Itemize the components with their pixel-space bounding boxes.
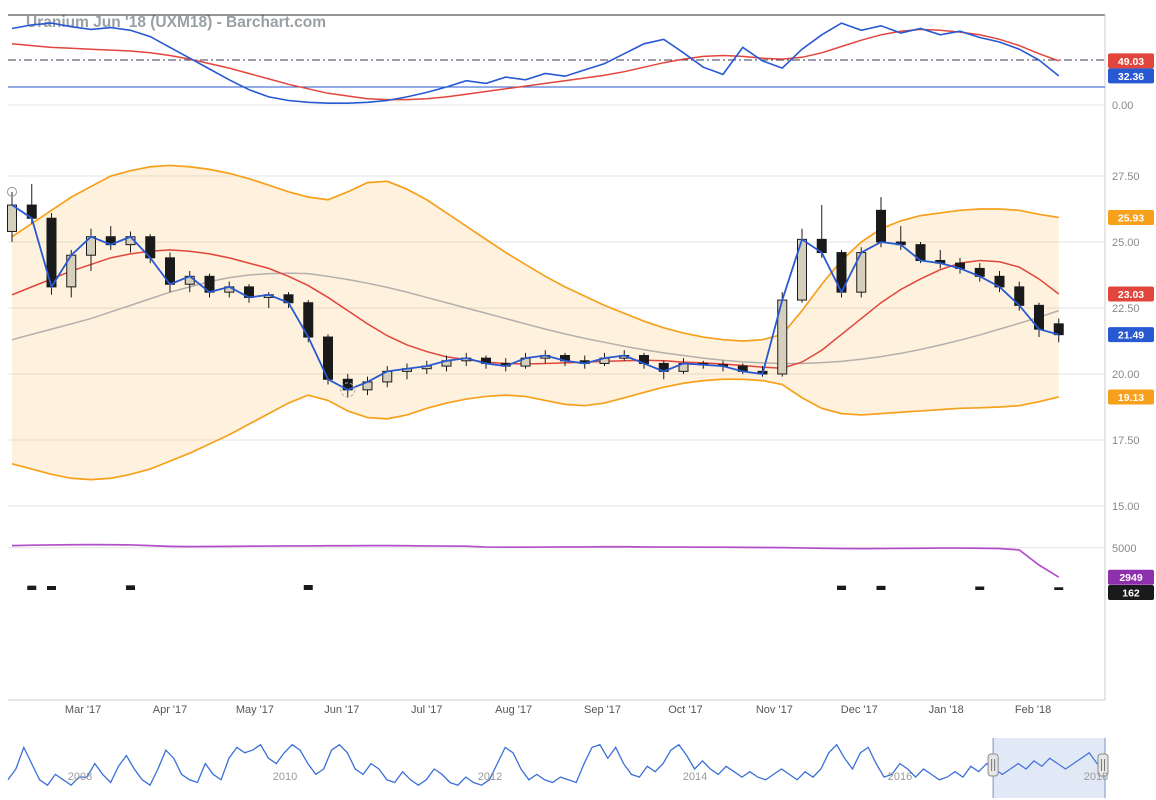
axis-badge-label: 21.49 bbox=[1118, 330, 1144, 342]
navigator-year-label: 2016 bbox=[888, 771, 912, 783]
navigator-right-handle[interactable] bbox=[1097, 753, 1109, 777]
volume-bar bbox=[837, 585, 846, 590]
axis-badge bbox=[1108, 569, 1154, 585]
x-axis-label: Jan '18 bbox=[929, 704, 964, 716]
navigator-year-label: 2008 bbox=[68, 771, 92, 783]
handle-grip[interactable] bbox=[987, 753, 999, 777]
y-axis-label: 5000 bbox=[1112, 543, 1136, 555]
x-axis-label: Dec '17 bbox=[841, 704, 878, 716]
axis-badge-label: 2949 bbox=[1119, 572, 1143, 584]
candlestick bbox=[323, 334, 333, 385]
x-axis-label: May '17 bbox=[236, 704, 274, 716]
y-axis-label: 17.50 bbox=[1112, 435, 1140, 447]
chart-title: Uranium Jun '18 (UXM18) - Barchart.com bbox=[26, 14, 326, 31]
volume-bar bbox=[27, 585, 37, 590]
candlestick bbox=[876, 197, 886, 248]
x-axis-label: Aug '17 bbox=[495, 704, 532, 716]
axis-badge bbox=[1108, 286, 1154, 302]
volume-bar bbox=[1054, 587, 1064, 590]
y-axis-label: 0.00 bbox=[1112, 100, 1133, 112]
bollinger-band-fill bbox=[12, 165, 1059, 480]
axis-badge-label: 25.93 bbox=[1118, 212, 1144, 224]
x-axis-label: Sep '17 bbox=[584, 704, 621, 716]
y-axis-label: 15.00 bbox=[1112, 501, 1140, 513]
axis-badge-label: 32.36 bbox=[1118, 71, 1144, 83]
axis-badge-label: 49.03 bbox=[1118, 56, 1144, 68]
x-axis-label: Mar '17 bbox=[65, 704, 101, 716]
handle-grip[interactable] bbox=[1097, 753, 1109, 777]
x-axis-label: Nov '17 bbox=[756, 704, 793, 716]
volume-bar bbox=[303, 585, 313, 590]
navigator-year-label: 2014 bbox=[683, 771, 707, 783]
axis-badge bbox=[1108, 209, 1154, 225]
navigator[interactable]: 2008 2010 2012 2014 2016 2018 bbox=[7, 738, 1109, 798]
volume-bar bbox=[975, 586, 985, 590]
price-panel[interactable] bbox=[7, 164, 1064, 481]
indicator-fast-line bbox=[11, 22, 1060, 104]
y-axis-label: 25.00 bbox=[1112, 237, 1140, 249]
candle-body bbox=[876, 209, 886, 243]
grid-layer bbox=[8, 14, 1106, 701]
navigator-year-label: 2012 bbox=[478, 771, 502, 783]
x-axis-label: Jul '17 bbox=[411, 704, 442, 716]
open-interest-line bbox=[11, 543, 1060, 578]
y-axis-label: 27.50 bbox=[1112, 171, 1140, 183]
navigator-selection[interactable] bbox=[993, 738, 1105, 798]
x-axis-label: Jun '17 bbox=[324, 704, 359, 716]
ma-red-line bbox=[11, 249, 1060, 369]
y-axis-label: 20.00 bbox=[1112, 369, 1140, 381]
axis-badge bbox=[1108, 389, 1154, 405]
axis-badge bbox=[1108, 327, 1154, 343]
low-marker-circle bbox=[340, 382, 356, 398]
right-axis: 27.50 25.00 22.50 20.00 17.50 15.00 0.00 5000 49… bbox=[1108, 53, 1154, 600]
candlestick bbox=[856, 247, 867, 298]
bollinger-lower-line bbox=[11, 378, 1059, 481]
candle-body bbox=[7, 204, 17, 232]
axis-badge-label: 19.13 bbox=[1118, 392, 1144, 404]
y-axis-label: 22.50 bbox=[1112, 303, 1140, 315]
ma-gray-line bbox=[11, 272, 1059, 365]
axis-badge bbox=[1108, 68, 1154, 84]
axis-badge bbox=[1108, 53, 1154, 69]
axis-badge-label: 23.03 bbox=[1118, 289, 1144, 301]
volume-bar bbox=[47, 586, 56, 590]
navigator-line bbox=[7, 743, 1106, 787]
navigator-year-label: 2010 bbox=[273, 771, 297, 783]
indicator-slow-line bbox=[11, 28, 1060, 101]
navigator-year-label: 2018 bbox=[1084, 771, 1108, 783]
volume-bar bbox=[876, 585, 886, 590]
candlestick bbox=[777, 292, 788, 377]
navigator-left-handle[interactable] bbox=[987, 753, 999, 777]
close-price-line bbox=[11, 204, 1059, 391]
axis-badge bbox=[1108, 585, 1154, 600]
x-axis-label: Apr '17 bbox=[153, 704, 188, 716]
axis-badge-label: 162 bbox=[1122, 588, 1140, 600]
indicator-panel[interactable] bbox=[8, 22, 1105, 104]
x-axis-label: Feb '18 bbox=[1015, 704, 1051, 716]
volume-panel[interactable] bbox=[11, 543, 1064, 590]
x-axis: Mar '17 Apr '17 May '17 Jun '17 Jul '17 Aug '… bbox=[65, 704, 1051, 716]
high-marker-circle bbox=[7, 186, 17, 197]
volume-bar bbox=[126, 585, 135, 590]
x-axis-label: Oct '17 bbox=[668, 704, 703, 716]
